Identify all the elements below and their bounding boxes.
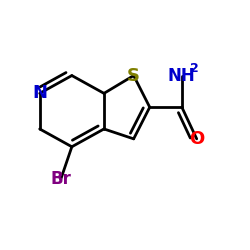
Text: S: S bbox=[127, 66, 140, 84]
Text: O: O bbox=[189, 130, 204, 148]
Text: Br: Br bbox=[50, 170, 71, 188]
Text: N: N bbox=[32, 84, 47, 102]
Text: 2: 2 bbox=[190, 62, 199, 75]
Text: NH: NH bbox=[168, 66, 196, 84]
